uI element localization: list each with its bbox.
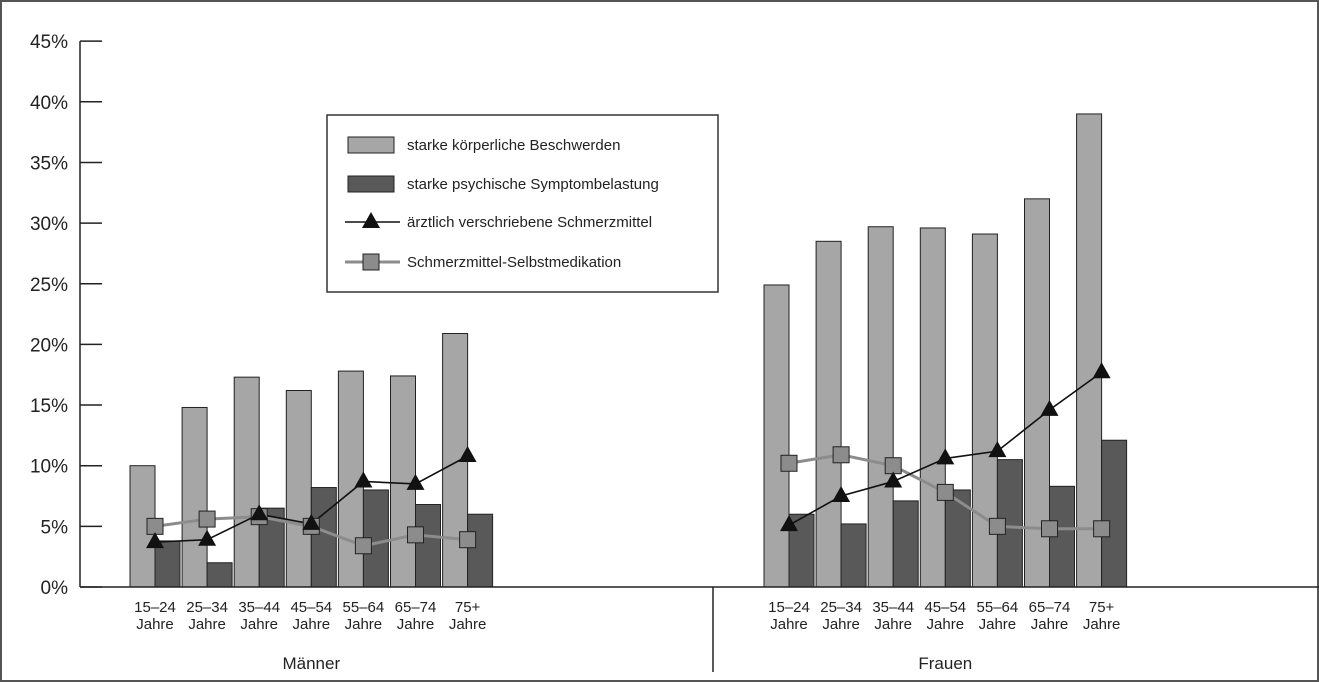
point-selbstmedikation — [354, 537, 372, 555]
legend-swatch-psychisch — [347, 175, 395, 193]
y-tick-label: 40% — [30, 93, 68, 114]
point-selbstmedikation — [832, 446, 850, 464]
x-tick-label: 55–64 — [977, 599, 1019, 616]
legend: starke körperliche Beschwerden starke psy… — [326, 114, 719, 293]
point-verschrieben — [146, 532, 164, 549]
bar-koerperlich — [285, 389, 312, 588]
bar-koerperlich — [233, 376, 260, 588]
point-selbstmedikation — [988, 517, 1006, 535]
x-tick-label: 35–44 — [238, 599, 280, 616]
point-selbstmedikation — [146, 517, 164, 535]
bar-psychisch — [467, 513, 494, 588]
point-selbstmedikation — [407, 526, 424, 544]
series-lines — [146, 362, 1111, 555]
point-verschrieben — [302, 513, 321, 530]
y-tick-label: 20% — [30, 335, 68, 356]
x-tick-label-unit: Jahre — [397, 616, 435, 633]
bars — [129, 113, 1128, 588]
x-tick-label-unit: Jahre — [979, 616, 1017, 633]
point-verschrieben — [406, 473, 425, 490]
legend-label-koerperlich: starke körperliche Beschwerden — [407, 137, 620, 154]
x-tick-label: 65–74 — [1029, 599, 1071, 616]
point-selbstmedikation — [1093, 520, 1111, 538]
point-verschrieben — [250, 504, 269, 521]
point-selbstmedikation — [198, 510, 216, 528]
bar-psychisch — [310, 487, 337, 588]
x-tick-label: 45–54 — [924, 599, 966, 616]
x-tick-label-unit: Jahre — [874, 616, 912, 633]
x-tick-label: 75+ — [1089, 599, 1115, 616]
legend-label-verschrieben: ärztlich verschriebene Schmerzmittel — [407, 214, 652, 231]
point-selbstmedikation — [780, 454, 798, 472]
x-tick-label-unit: Jahre — [136, 616, 174, 633]
point-verschrieben — [832, 486, 851, 503]
x-tick-label: 15–24 — [768, 599, 810, 616]
x-tick-label-unit: Jahre — [345, 616, 383, 633]
x-tick-label-unit: Jahre — [1083, 616, 1121, 633]
x-tick-label: 35–44 — [872, 599, 914, 616]
x-axis: 15–24Jahre25–34Jahre35–44Jahre45–54Jahre… — [80, 586, 1319, 673]
legend-swatch-koerperlich — [347, 136, 395, 154]
bar-psychisch — [415, 504, 441, 588]
x-tick-label: 15–24 — [134, 599, 176, 616]
x-tick-label: 65–74 — [395, 599, 437, 616]
point-selbstmedikation — [459, 531, 477, 549]
point-verschrieben — [988, 441, 1007, 458]
point-verschrieben — [780, 515, 798, 532]
point-selbstmedikation — [1041, 520, 1058, 538]
x-tick-label-unit: Jahre — [1031, 616, 1069, 633]
point-verschrieben — [458, 445, 477, 462]
y-tick-label: 10% — [30, 457, 68, 478]
legend-label-psychisch: starke psychische Symptombelastung — [407, 176, 659, 193]
y-tick-label: 45% — [30, 32, 68, 53]
bar-koerperlich — [181, 406, 208, 588]
y-tick-label: 0% — [41, 578, 69, 599]
bar-psychisch — [206, 562, 233, 588]
x-tick-label-unit: Jahre — [770, 616, 808, 633]
x-tick-label-unit: Jahre — [240, 616, 278, 633]
x-tick-label-unit: Jahre — [822, 616, 860, 633]
bar-koerperlich — [919, 227, 946, 588]
group-label: Frauen — [918, 654, 972, 673]
y-axis: 0% 5% 10% 15% 20% 25% 30% 35% 40% 45% — [30, 32, 102, 599]
bar-koerperlich — [1076, 113, 1103, 588]
y-tick-label: 15% — [30, 396, 68, 417]
point-verschrieben — [1040, 399, 1059, 416]
point-selbstmedikation — [884, 457, 902, 475]
x-tick-label: 55–64 — [343, 599, 385, 616]
bar-psychisch — [1101, 439, 1128, 588]
x-tick-label: 45–54 — [290, 599, 332, 616]
point-verschrieben — [1092, 362, 1111, 379]
x-tick-label-unit: Jahre — [293, 616, 331, 633]
point-verschrieben — [936, 448, 955, 465]
bar-psychisch — [892, 500, 919, 588]
bar-koerperlich — [815, 240, 842, 588]
bar-psychisch — [154, 540, 181, 588]
x-tick-label: 75+ — [455, 599, 481, 616]
x-tick-label-unit: Jahre — [927, 616, 965, 633]
y-tick-label: 35% — [30, 153, 68, 174]
y-tick-label: 25% — [30, 275, 68, 296]
point-verschrieben — [354, 471, 373, 488]
y-tick-label: 30% — [30, 214, 68, 235]
point-selbstmedikation — [936, 483, 954, 501]
legend-label-selbstmedikation: Schmerzmittel-Selbstmedikation — [407, 254, 621, 271]
legend-marker-verschrieben — [362, 212, 380, 228]
group-label: Männer — [282, 654, 340, 673]
bar-koerperlich — [763, 284, 790, 588]
point-verschrieben — [198, 529, 217, 546]
point-verschrieben — [884, 471, 903, 488]
y-tick-label: 5% — [41, 517, 69, 538]
bar-koerperlich — [867, 226, 894, 588]
legend-marker-selbstmedikation — [362, 253, 380, 271]
bar-psychisch — [788, 513, 815, 588]
x-tick-label: 25–34 — [186, 599, 228, 616]
bar-psychisch — [840, 523, 867, 588]
x-tick-label-unit: Jahre — [449, 616, 487, 633]
x-tick-label-unit: Jahre — [188, 616, 226, 633]
x-tick-label: 25–34 — [820, 599, 862, 616]
